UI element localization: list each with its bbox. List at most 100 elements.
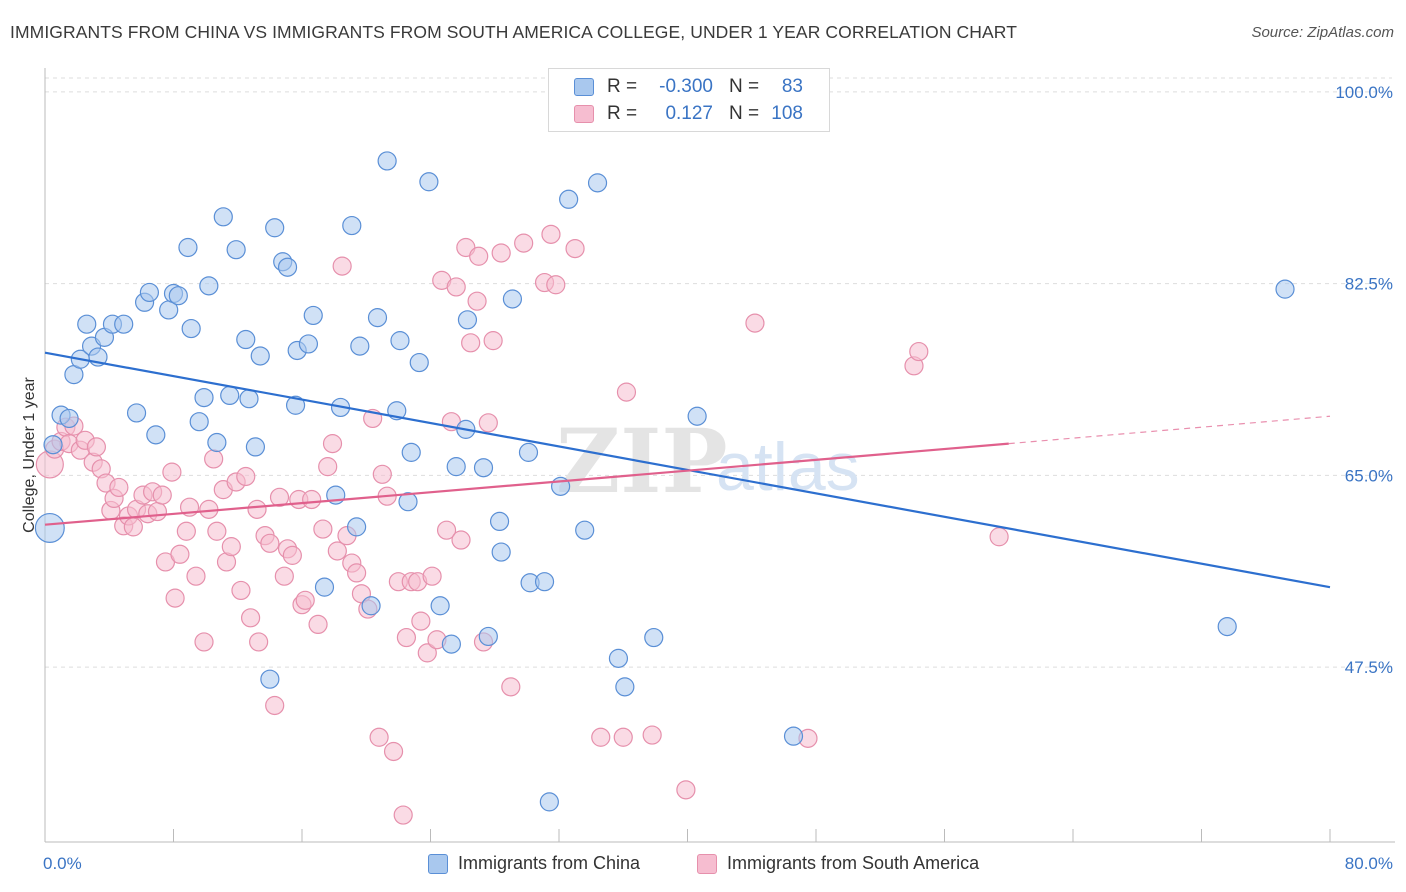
china-point bbox=[491, 542, 511, 562]
china-point bbox=[277, 257, 298, 277]
china-point bbox=[1217, 616, 1237, 637]
china-point bbox=[34, 512, 65, 543]
n-value: 108 bbox=[771, 103, 803, 124]
south-america-point bbox=[231, 580, 251, 601]
china-point bbox=[608, 648, 629, 668]
south-america-point bbox=[204, 449, 224, 469]
south-america-point bbox=[347, 563, 367, 583]
china-point bbox=[401, 442, 421, 462]
china-point bbox=[419, 172, 439, 192]
china-point bbox=[361, 596, 381, 616]
south-america-point bbox=[194, 632, 214, 652]
south-america-point bbox=[186, 566, 206, 586]
china-point bbox=[559, 189, 579, 209]
china-point bbox=[285, 395, 306, 415]
south-america-trend-line bbox=[44, 442, 1009, 526]
south-america-point bbox=[372, 464, 392, 484]
south-america-point bbox=[565, 238, 585, 259]
south-america-point bbox=[147, 501, 168, 522]
china-point bbox=[178, 237, 198, 258]
south-america-point bbox=[422, 566, 442, 586]
south-america-point bbox=[109, 477, 129, 498]
south-america-point bbox=[411, 611, 431, 631]
south-america-point bbox=[282, 545, 302, 565]
china-point bbox=[409, 352, 429, 373]
south-america-swatch bbox=[697, 853, 717, 874]
south-america-point bbox=[265, 695, 285, 716]
south-america-point bbox=[446, 277, 466, 297]
china-point bbox=[377, 151, 397, 171]
china-point bbox=[114, 314, 134, 334]
south-america-point bbox=[313, 519, 333, 539]
china-point bbox=[43, 435, 63, 455]
china-point bbox=[446, 457, 466, 477]
south-america-point bbox=[295, 590, 315, 610]
legend-item-china[interactable]: Immigrants from China bbox=[428, 853, 640, 874]
china-point bbox=[250, 346, 270, 366]
legend-label: Immigrants from South America bbox=[727, 853, 980, 873]
south-america-point bbox=[613, 727, 633, 747]
china-point bbox=[220, 385, 240, 406]
south-america-point bbox=[176, 521, 196, 541]
south-america-point bbox=[501, 677, 521, 697]
china-point bbox=[239, 389, 259, 409]
south-america-point bbox=[745, 313, 765, 333]
china-point bbox=[615, 677, 635, 697]
south-america-point bbox=[247, 499, 267, 519]
south-america-point bbox=[170, 544, 190, 564]
china-point bbox=[350, 336, 370, 356]
china-point bbox=[489, 511, 510, 532]
china-point bbox=[687, 406, 707, 426]
y-axis-label: College, Under 1 year bbox=[21, 377, 38, 533]
china-swatch bbox=[428, 853, 448, 874]
china-point bbox=[245, 437, 266, 457]
china-point bbox=[303, 305, 323, 326]
china-point bbox=[441, 634, 461, 654]
south-america-point bbox=[546, 275, 566, 295]
china-point bbox=[478, 626, 498, 647]
south-america-point bbox=[269, 487, 290, 507]
south-america-point bbox=[236, 466, 256, 487]
r-label: R = bbox=[607, 76, 638, 97]
china-point bbox=[168, 286, 188, 306]
south-america-points bbox=[35, 224, 1009, 825]
south-america-point bbox=[541, 224, 561, 244]
china-point bbox=[367, 308, 388, 328]
south-america-point bbox=[461, 333, 481, 353]
south-america-point bbox=[241, 608, 261, 628]
south-america-point bbox=[123, 517, 143, 537]
china-point bbox=[236, 329, 256, 350]
south-america-point bbox=[302, 489, 322, 510]
south-america-point bbox=[152, 485, 172, 505]
china-point bbox=[139, 282, 160, 303]
r-label: R = bbox=[607, 103, 638, 124]
south-america-point bbox=[249, 632, 269, 652]
r-value: -0.300 bbox=[659, 76, 713, 97]
china-point bbox=[518, 442, 539, 462]
china-point bbox=[199, 276, 219, 296]
y-tick-label: 47.5% bbox=[1345, 658, 1393, 677]
china-point bbox=[539, 792, 559, 812]
china-point bbox=[77, 314, 97, 334]
china-point bbox=[314, 577, 335, 597]
legend-row-south-america: R = 0.127 N = 108 bbox=[549, 101, 829, 127]
south-america-point bbox=[274, 566, 294, 586]
n-label: N = bbox=[729, 76, 760, 97]
r-value: 0.127 bbox=[665, 103, 713, 124]
china-point bbox=[213, 207, 233, 227]
south-america-point bbox=[591, 727, 611, 747]
south-america-point bbox=[308, 614, 328, 635]
china-point bbox=[194, 388, 214, 408]
south-america-point bbox=[469, 246, 489, 266]
china-point bbox=[644, 627, 664, 648]
south-america-point bbox=[676, 780, 696, 800]
legend-item-south-america[interactable]: Immigrants from South America bbox=[697, 853, 979, 874]
china-swatch bbox=[574, 78, 594, 96]
china-point bbox=[181, 318, 201, 339]
china-point bbox=[390, 331, 410, 351]
china-point bbox=[260, 669, 280, 689]
china-point bbox=[298, 334, 319, 354]
legend-row-china: R = -0.300 N = 83 bbox=[549, 74, 829, 100]
south-america-point bbox=[396, 627, 417, 648]
south-america-point bbox=[86, 437, 107, 457]
